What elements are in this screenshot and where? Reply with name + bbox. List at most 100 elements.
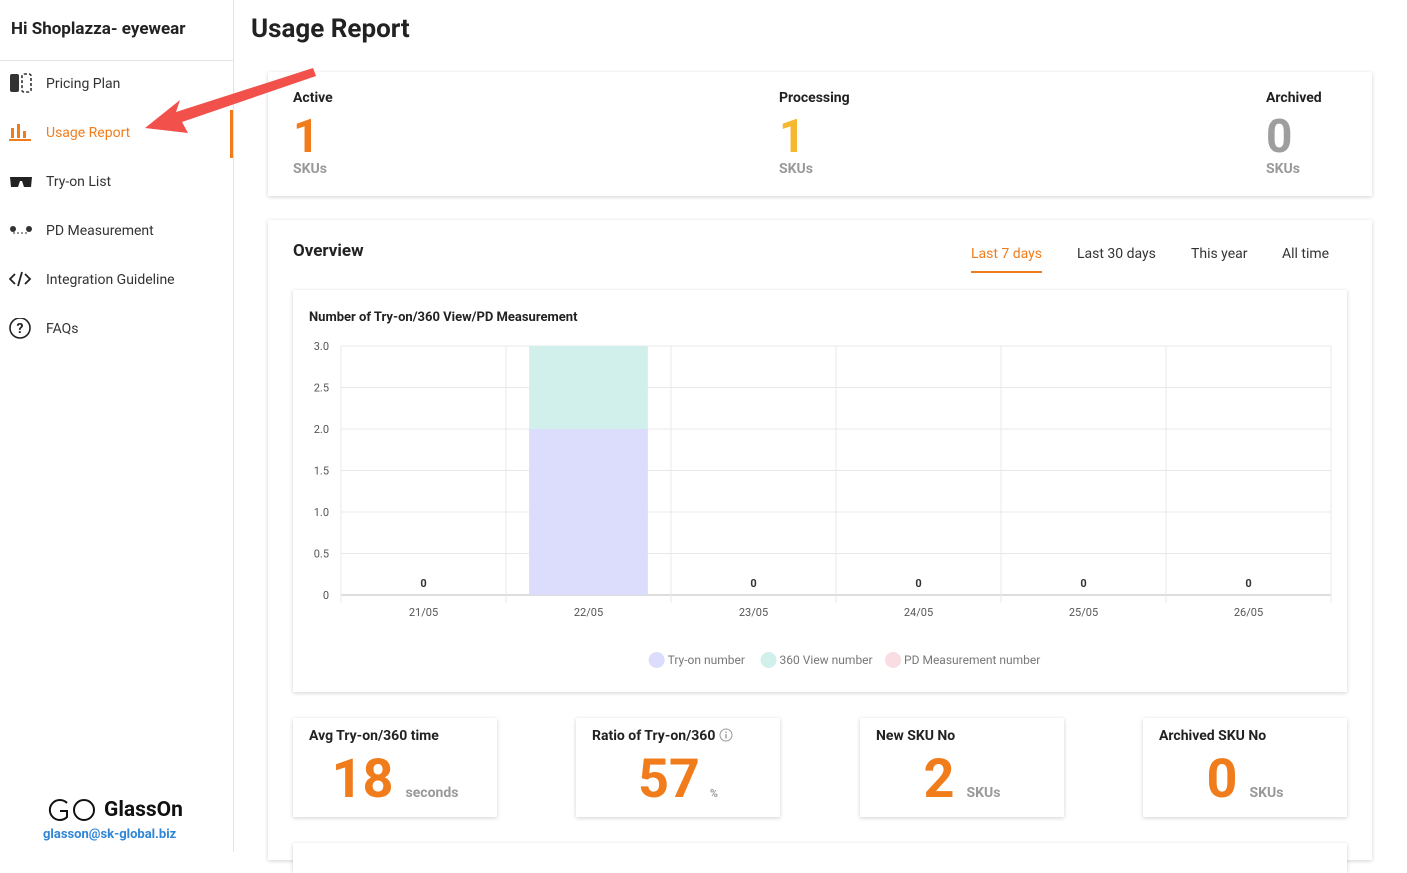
sidebar: Hi Shoplazza- eyewear Pricing Plan Usage … bbox=[0, 0, 234, 852]
tab[interactable]: This year bbox=[1191, 246, 1248, 262]
stat-unit: SKUs bbox=[966, 785, 1001, 801]
icon-part bbox=[11, 128, 14, 138]
legend-label: PD Measurement number bbox=[904, 653, 1040, 667]
icon-part bbox=[9, 318, 31, 339]
total-label: 0 bbox=[750, 577, 756, 590]
overview-title: Overview bbox=[293, 241, 364, 261]
total-label: 0 bbox=[915, 577, 921, 590]
total-label: 0 bbox=[1245, 577, 1251, 590]
total-label: 3 bbox=[585, 328, 591, 341]
info-circle bbox=[719, 728, 733, 742]
stat-value: 0 bbox=[1206, 748, 1238, 811]
stat-row: 2 SKUs bbox=[860, 750, 1064, 810]
y-tick-label: 0 bbox=[323, 589, 329, 602]
status-label: Archived bbox=[1266, 90, 1322, 106]
status-label: Active bbox=[293, 90, 333, 106]
stat-label-text: Avg Try-on/360 time bbox=[309, 728, 439, 744]
y-tick-label: 0.5 bbox=[314, 548, 329, 561]
info-bar bbox=[725, 734, 728, 739]
icon-part bbox=[17, 124, 20, 138]
status-value: 0 bbox=[1266, 110, 1293, 164]
stat-label: Ratio of Try-on/360 bbox=[592, 728, 733, 744]
chart-card: Number of Try-on/360 View/PD Measurement… bbox=[293, 290, 1347, 692]
info-dot bbox=[725, 731, 728, 733]
bar-segment bbox=[529, 346, 648, 429]
email: glasson@sk-global.biz bbox=[43, 827, 177, 842]
status-label: Processing bbox=[779, 90, 850, 106]
icon-part bbox=[21, 73, 32, 93]
total-label: 0 bbox=[420, 577, 426, 590]
x-tick-label: 23/05 bbox=[739, 606, 768, 619]
tab[interactable]: Last 30 days bbox=[1077, 246, 1156, 262]
status-unit: SKUs bbox=[779, 161, 813, 177]
x-tick-label: 25/05 bbox=[1069, 606, 1098, 619]
menu-item[interactable]: Integration Guideline bbox=[0, 257, 233, 305]
divider bbox=[0, 60, 233, 61]
stat-card: New SKU No 2 SKUs bbox=[860, 718, 1064, 817]
icon-part bbox=[10, 74, 19, 92]
menu-icon bbox=[10, 73, 32, 93]
stat-label-text: Archived SKU No bbox=[1159, 728, 1267, 744]
legend-label: 360 View number bbox=[780, 653, 873, 667]
status-value: 1 bbox=[779, 110, 806, 164]
stat-value: 18 bbox=[331, 748, 394, 811]
stat-card: Avg Try-on/360 time 18 seconds bbox=[293, 718, 497, 817]
stat-row: 0 SKUs bbox=[1143, 750, 1347, 810]
icon-part bbox=[23, 131, 26, 138]
stat-label: New SKU No bbox=[876, 728, 955, 744]
y-tick-label: 2.0 bbox=[314, 423, 329, 436]
menu-label: Try-on List bbox=[46, 174, 112, 190]
plot: 0 3 0 0 0 0 bbox=[420, 328, 1252, 595]
tab[interactable]: All time bbox=[1282, 246, 1330, 262]
icon-part bbox=[10, 177, 32, 187]
menu-item[interactable]: Usage Report bbox=[0, 110, 233, 158]
status-unit: SKUs bbox=[1266, 161, 1300, 177]
menu-icon bbox=[9, 124, 31, 141]
menu-label: Integration Guideline bbox=[46, 272, 175, 288]
x-tick-label: 24/05 bbox=[904, 606, 933, 619]
menu-item[interactable]: Try-on List bbox=[0, 159, 233, 207]
total-label: 0 bbox=[1080, 577, 1086, 590]
y-tick-label: 1.0 bbox=[314, 506, 329, 519]
info-icon bbox=[719, 728, 733, 742]
brand-name: GlassOn bbox=[104, 798, 183, 822]
menu-label: Usage Report bbox=[46, 125, 131, 141]
y-tick-label: 3.0 bbox=[314, 340, 329, 353]
legend-label: Try-on number bbox=[668, 653, 745, 667]
tab[interactable]: Last 7 days bbox=[971, 246, 1043, 273]
icon-part bbox=[26, 226, 32, 232]
menu-label: Pricing Plan bbox=[46, 76, 121, 92]
stat-label-text: Ratio of Try-on/360 bbox=[592, 728, 716, 744]
icon-part bbox=[9, 271, 32, 287]
menu-icon bbox=[9, 271, 32, 287]
stat-value: 57 bbox=[637, 748, 700, 811]
y-tick-label: 2.5 bbox=[314, 382, 329, 395]
chart-title: Number of Try-on/360 View/PD Measurement bbox=[309, 310, 578, 325]
stat-label-text: New SKU No bbox=[876, 728, 956, 744]
menu-icon: ? bbox=[9, 318, 31, 339]
legend-swatch bbox=[885, 652, 902, 668]
menu-item[interactable]: PD Measurement bbox=[0, 208, 233, 256]
stat-card: Archived SKU No 0 SKUs bbox=[1143, 718, 1347, 817]
status-value: 1 bbox=[293, 110, 320, 164]
greeting: Hi Shoplazza- eyewear bbox=[11, 19, 186, 39]
legend-swatch bbox=[760, 652, 777, 668]
status-card: Active 1 SKUs Processing 1 SKUs Archived 0 SKUs bbox=[268, 72, 1372, 196]
stat-unit: seconds bbox=[405, 785, 459, 801]
icon-part bbox=[10, 226, 16, 232]
stat-row: 57% bbox=[576, 750, 780, 810]
menu-item[interactable]: Pricing Plan bbox=[0, 61, 233, 109]
legend-swatch bbox=[648, 652, 665, 668]
stat-unit: % bbox=[709, 787, 719, 800]
bar-segment bbox=[529, 429, 648, 595]
stat-label: Avg Try-on/360 time bbox=[309, 728, 439, 744]
chart: Number of Try-on/360 View/PD Measurement… bbox=[309, 310, 1332, 668]
menu-icon bbox=[10, 226, 32, 234]
icon-part: ? bbox=[17, 321, 24, 337]
stat-row: 18 seconds bbox=[293, 750, 497, 810]
x-tick-label: 22/05 bbox=[574, 606, 603, 619]
y-tick-label: 1.5 bbox=[314, 465, 329, 478]
next-card bbox=[293, 843, 1347, 873]
menu-item[interactable]: ? FAQs bbox=[0, 306, 233, 354]
menu-label: FAQs bbox=[46, 321, 79, 337]
